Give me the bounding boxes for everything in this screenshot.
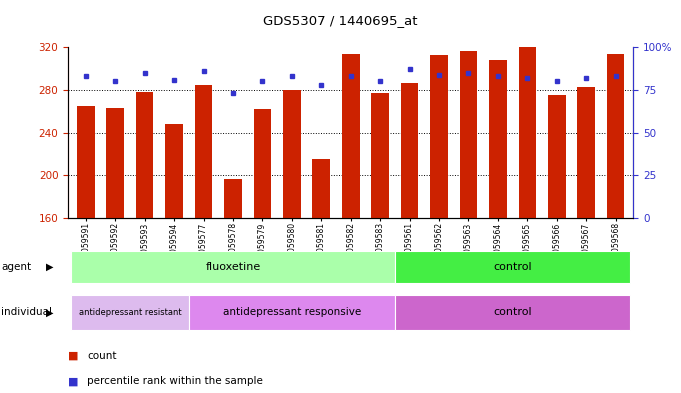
Bar (460, 51, 477, 218)
Text: antidepressant resistant: antidepressant resistant (78, 308, 181, 317)
Bar (77, 106, 95, 218)
Bar (71, 295, 189, 330)
Text: control: control (493, 262, 532, 272)
Bar (224, 178, 242, 218)
Bar (106, 108, 124, 218)
Bar (342, 53, 360, 218)
Bar (283, 90, 301, 218)
Text: agent: agent (1, 262, 31, 272)
Text: ■: ■ (68, 376, 78, 386)
Text: percentile rank within the sample: percentile rank within the sample (87, 376, 263, 386)
Text: count: count (87, 351, 116, 361)
Bar (313, 159, 330, 218)
Bar (518, 46, 536, 218)
Bar (430, 55, 448, 218)
Text: fluoxetine: fluoxetine (206, 262, 261, 272)
Bar (371, 93, 389, 218)
Bar (395, 295, 631, 330)
Bar (548, 95, 566, 218)
Bar (253, 109, 271, 218)
Text: antidepressant responsive: antidepressant responsive (223, 307, 361, 318)
Bar (189, 295, 395, 330)
Bar (395, 252, 631, 283)
Text: ▶: ▶ (46, 307, 54, 318)
Text: control: control (493, 307, 532, 318)
Bar (71, 252, 395, 283)
Bar (400, 83, 418, 218)
Bar (607, 53, 624, 218)
Bar (577, 87, 595, 218)
Text: ▶: ▶ (46, 262, 54, 272)
Bar (489, 60, 507, 218)
Text: ■: ■ (68, 351, 78, 361)
Text: GDS5307 / 1440695_at: GDS5307 / 1440695_at (264, 14, 417, 27)
Text: individual: individual (1, 307, 52, 318)
Bar (165, 124, 183, 218)
Bar (195, 84, 212, 218)
Bar (136, 92, 153, 218)
